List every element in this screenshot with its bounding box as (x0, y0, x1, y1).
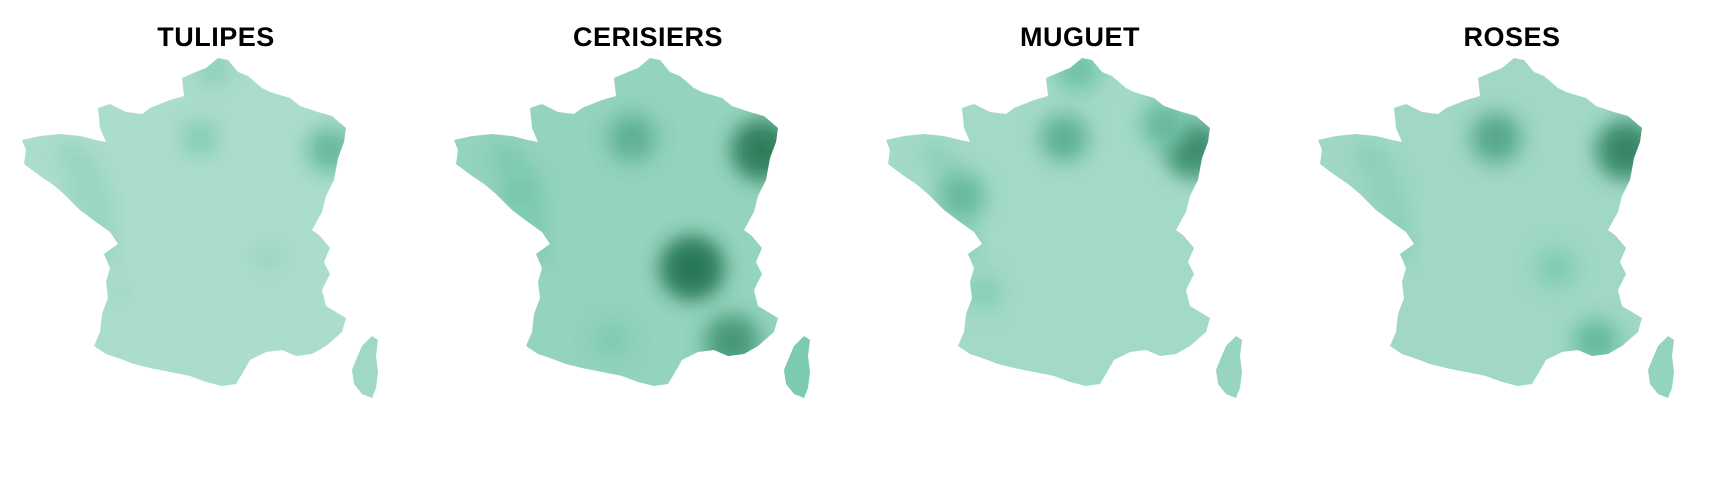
france-heatmap (886, 58, 1242, 398)
density-hotspot-core (1056, 130, 1072, 146)
corsica (784, 336, 810, 398)
density-hotspot-core (605, 333, 619, 347)
france-heatmap (1318, 58, 1674, 398)
density-hotspot-core (208, 64, 220, 76)
density-hotspot-core (1378, 186, 1390, 198)
density-hotspot-core (954, 188, 970, 204)
france-heatmap (22, 58, 378, 398)
map-panel-roses: ROSES (1296, 0, 1728, 480)
density-hotspot-core (723, 333, 741, 351)
density-hotspot-core (752, 140, 772, 160)
density-hotspot-core (1487, 129, 1505, 147)
density-hotspot-core (624, 130, 640, 146)
map-title: MUGUET (1020, 22, 1140, 52)
density-hotspot-core (1070, 62, 1086, 78)
density-hotspot-core (1616, 140, 1636, 160)
mainland-france (22, 58, 346, 386)
density-hotspot-core (1156, 116, 1172, 132)
density-hotspot-core (1549, 261, 1563, 275)
density-hotspot-core (193, 131, 207, 145)
density-hotspot-core (82, 186, 94, 198)
mainland-france (886, 58, 1210, 386)
density-hotspot-core (682, 258, 702, 278)
density-hotspot-core (114, 286, 126, 298)
map-title: TULIPES (157, 22, 275, 52)
density-hotspot-core (1185, 141, 1203, 159)
density-hotspot-core (977, 285, 991, 299)
france-heatmap (454, 58, 810, 398)
map-panel-cerisiers: CERISIERS (432, 0, 864, 480)
corsica (1216, 336, 1242, 398)
corsica (352, 336, 378, 398)
map-title: CERISIERS (572, 22, 724, 52)
mainland-france (1318, 58, 1642, 386)
density-hotspot-core (262, 252, 274, 264)
map-panel-tulipes: TULIPES (0, 0, 432, 480)
density-hotspot-core (513, 185, 527, 199)
density-hotspot-core (1588, 334, 1604, 350)
mainland-france (454, 58, 778, 386)
density-hotspot-core (322, 142, 338, 158)
map-panel-muguet: MUGUET (864, 0, 1296, 480)
map-title: ROSES (1463, 22, 1561, 52)
corsica (1648, 336, 1674, 398)
